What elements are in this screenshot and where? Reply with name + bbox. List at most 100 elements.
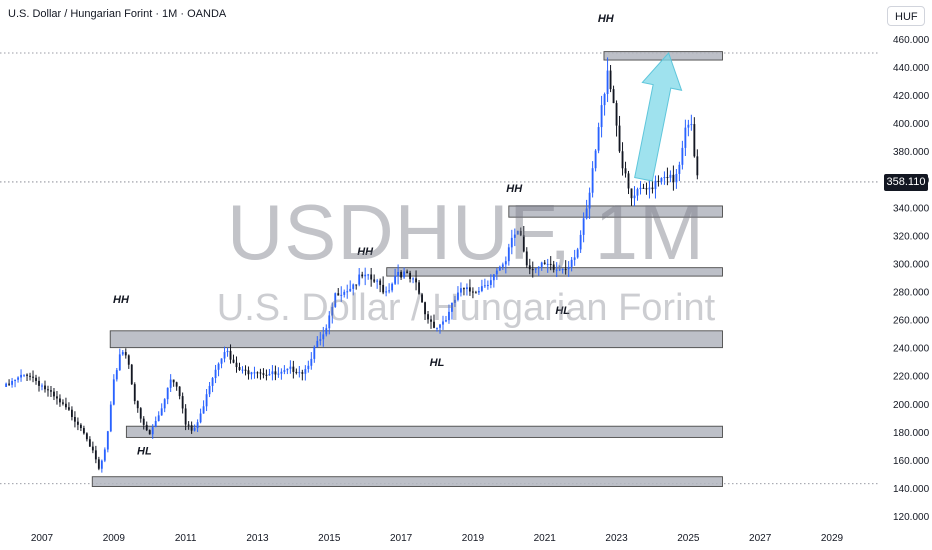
time-tick-label: 2019 [462,533,485,544]
candle-body [151,427,154,435]
candle-body [85,433,88,440]
candle-body [79,424,82,429]
time-tick-label: 2007 [31,533,54,544]
candle-body [133,384,136,402]
zone-rectangle [125,425,723,438]
candle-body [91,446,94,451]
candle-body [418,282,420,295]
candle-body [633,195,636,199]
candle-body [32,376,34,378]
candle-body [513,234,516,238]
price-tick-label: 140.000 [893,484,930,495]
candle-body [606,70,609,95]
candle-body [223,352,226,359]
candle-body [364,274,367,277]
candle-body [630,188,633,199]
candle-body [367,274,370,276]
candle-body [121,352,124,355]
candle-body [427,314,429,320]
candle-body [62,402,64,404]
candle-body [582,218,585,235]
price-tick-label: 320.000 [893,231,930,242]
candle-body [199,413,202,423]
candle-body [181,396,184,409]
candle-body [256,372,259,374]
candle-body [480,286,483,291]
candle-body [130,364,133,385]
candle-body [564,269,567,271]
candle-body [382,284,385,293]
candle-body [190,425,193,431]
candle-body [41,385,43,387]
candle-body [477,290,480,293]
candle-body [603,94,606,106]
candle-body [516,230,519,235]
candle-body [457,292,459,300]
candle-body [442,321,444,325]
time-axis[interactable]: 2007 2009 2011 2013 2015 2017 2019 2021 2023 2025… [31,533,844,544]
currency-selector[interactable]: HUF [887,6,925,26]
candle-body [247,370,250,375]
candle-body [202,406,205,414]
candle-body [615,103,618,126]
candle-body [451,302,453,312]
higher-low-label: HL [430,357,445,369]
candle-body [292,366,295,372]
candle-body [636,189,639,196]
price-tick-label: 440.000 [893,63,930,74]
time-tick-label: 2011 [175,533,197,544]
candle-body [486,284,489,286]
higher-high-label: HH [357,246,374,258]
candle-body [8,383,11,385]
candle-body [184,408,187,425]
candle-body [474,292,477,294]
candle-body [666,176,669,178]
annotations: HH HL HH HL HH HL HH [113,13,615,457]
candle-body [214,369,217,379]
candle-body [88,439,91,447]
candle-body [136,401,139,409]
time-tick-label: 2013 [246,533,269,544]
candle-body [304,369,307,374]
candle-body [540,262,543,267]
candle-body [47,389,49,391]
candle-body [148,430,151,435]
candle-body [50,390,52,392]
candle-body [361,274,364,277]
candle-body [519,230,522,236]
candle-body [621,151,624,169]
candle-body [663,176,666,179]
up-arrow [634,52,683,182]
candle-body [684,127,687,148]
candle-body [681,147,684,165]
candle-body [208,385,211,395]
time-tick-label: 2009 [103,533,126,544]
price-tick-label: 160.000 [893,456,930,467]
candle-body [657,180,660,182]
price-tick-label: 280.000 [893,288,930,299]
candle-body [178,386,181,397]
candle-body [645,188,648,190]
candle-body [106,431,109,450]
candle-body [421,294,423,303]
candle-body [160,408,163,416]
candle-body [639,187,642,190]
candle-body [525,251,528,266]
candle-body [537,266,540,269]
candle-body [597,127,600,151]
price-tick-label: 240.000 [893,344,930,355]
candle-body [313,346,316,359]
candle-body [445,320,447,322]
candle-body [627,173,630,189]
candle-body [388,290,391,292]
candle-body [433,321,435,328]
candle-body [250,372,253,375]
price-axis[interactable]: 460.000440.000420.000400.000380.000360.0… [893,35,930,523]
candle-body [651,187,654,190]
candle-body [552,264,555,270]
candle-body [567,266,570,270]
candle-body [454,299,456,303]
candle-body [220,358,223,364]
candle-body [53,391,55,397]
